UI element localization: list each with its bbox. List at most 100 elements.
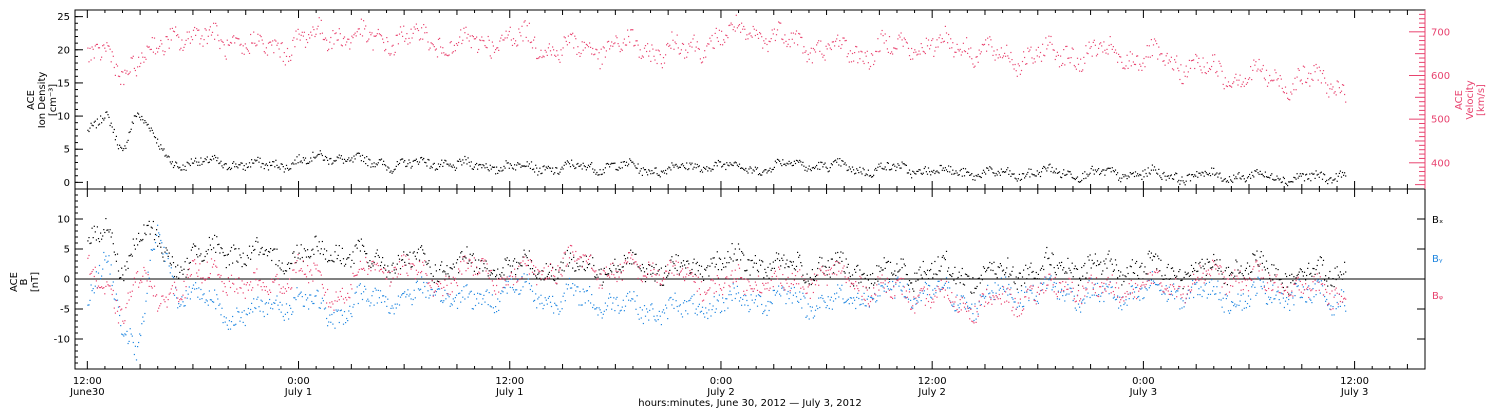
bottom-series-by-point bbox=[988, 293, 989, 294]
top-series-pink-point bbox=[558, 59, 559, 60]
top-series-black-point bbox=[999, 172, 1000, 173]
top-series-pink-point bbox=[638, 45, 639, 46]
top-series-pink-point bbox=[1127, 55, 1128, 56]
top-series-pink-point bbox=[868, 62, 869, 63]
bottom-series-bx-point bbox=[746, 270, 747, 271]
top-series-pink-point bbox=[702, 61, 703, 62]
bottom-series-by-point bbox=[428, 297, 429, 298]
top-series-black-point bbox=[213, 158, 214, 159]
top-series-pink-point bbox=[805, 50, 806, 51]
top-series-black-point bbox=[1158, 169, 1159, 170]
top-series-black-point bbox=[1233, 175, 1234, 176]
top-series-black-point bbox=[1267, 177, 1268, 178]
top-series-black-point bbox=[890, 169, 891, 170]
bottom-series-bx-point bbox=[111, 236, 112, 237]
bottom-series-by-point bbox=[358, 303, 359, 304]
bottom-series-by-point bbox=[209, 290, 210, 291]
bottom-series-bx-point bbox=[720, 259, 721, 260]
top-series-pink-point bbox=[1093, 42, 1094, 43]
top-series-pink-point bbox=[600, 68, 601, 69]
top-series-black-point bbox=[95, 121, 96, 122]
bottom-series-by-point bbox=[486, 291, 487, 292]
top-series-black-point bbox=[604, 172, 605, 173]
top-series-black-point bbox=[623, 161, 624, 162]
top-series-black-point bbox=[157, 139, 158, 140]
bottom-series-by-point bbox=[1000, 288, 1001, 289]
top-series-pink-point bbox=[290, 60, 291, 61]
top-series-black-point bbox=[1127, 178, 1128, 179]
bottom-series-by-point bbox=[615, 299, 616, 300]
top-series-black-point bbox=[374, 162, 375, 163]
top-series-pink-point bbox=[384, 50, 385, 51]
top-series-pink-point bbox=[706, 45, 707, 46]
bottom-series-by-point bbox=[758, 294, 759, 295]
top-series-pink-point bbox=[721, 31, 722, 32]
top-series-black-point bbox=[1089, 174, 1090, 175]
top-series-pink-point bbox=[153, 52, 154, 53]
bottom-series-bx-point bbox=[1048, 258, 1049, 259]
top-series-pink-point bbox=[449, 54, 450, 55]
bottom-series-bx-point bbox=[1214, 260, 1215, 261]
bottom-series-by-point bbox=[266, 302, 267, 303]
bottom-series-by-point bbox=[1064, 300, 1065, 301]
top-series-black-point bbox=[202, 161, 203, 162]
top-series-black-point bbox=[1067, 171, 1068, 172]
top-series-black-point bbox=[371, 163, 372, 164]
bottom-series-bx-point bbox=[840, 251, 841, 252]
bottom-series-bx-point bbox=[1200, 267, 1201, 268]
bottom-series-bx-point bbox=[1319, 273, 1320, 274]
bottom-series-by-point bbox=[696, 309, 697, 310]
top-series-black-point bbox=[257, 157, 258, 158]
top-series-black-point bbox=[1343, 175, 1344, 176]
bottom-series-by-point bbox=[779, 294, 780, 295]
bottom-series-bx-point bbox=[1341, 274, 1342, 275]
bottom-series-bx-point bbox=[342, 248, 343, 249]
bottom-series-bx-point bbox=[407, 255, 408, 256]
top-series-black-point bbox=[1250, 178, 1251, 179]
top-series-pink-point bbox=[700, 58, 701, 59]
bottom-series-bx-point bbox=[606, 274, 607, 275]
bottom-series-by-point bbox=[337, 311, 338, 312]
bottom-series-bx-point bbox=[778, 253, 779, 254]
bottom-series-by-point bbox=[583, 289, 584, 290]
top-series-black-point bbox=[1054, 171, 1055, 172]
bottom-series-bx-point bbox=[680, 266, 681, 267]
bottom-series-bx-point bbox=[387, 265, 388, 266]
top-series-pink-point bbox=[282, 42, 283, 43]
top-series-pink-point bbox=[1251, 79, 1252, 80]
top-series-black-point bbox=[600, 169, 601, 170]
bottom-series-by-point bbox=[995, 282, 996, 283]
bottom-series-by-point bbox=[814, 316, 815, 317]
top-series-pink-point bbox=[1137, 55, 1138, 56]
bottom-series-bx-point bbox=[1306, 275, 1307, 276]
bottom-series-by-point bbox=[716, 308, 717, 309]
bottom-series-bx-point bbox=[971, 293, 972, 294]
bottom-series-bx-point bbox=[963, 284, 964, 285]
top-series-black-point bbox=[317, 155, 318, 156]
top-series-black-point bbox=[751, 168, 752, 169]
bottom-series-by-point bbox=[838, 296, 839, 297]
top-series-pink-point bbox=[594, 54, 595, 55]
bottom-series-bx-point bbox=[1197, 271, 1198, 272]
bottom-series-by-point bbox=[999, 290, 1000, 291]
top-series-black-point bbox=[822, 166, 823, 167]
bottom-series-bx-point bbox=[378, 255, 379, 256]
bottom-series-bx-point bbox=[167, 250, 168, 251]
bottom-series-bx-point bbox=[195, 246, 196, 247]
bottom-series-by-point bbox=[654, 319, 655, 320]
top-series-black-point bbox=[607, 163, 608, 164]
bottom-series-by-point bbox=[629, 291, 630, 292]
bottom-series-bx-point bbox=[263, 254, 264, 255]
top-series-pink-point bbox=[1315, 71, 1316, 72]
top-series-pink-point bbox=[886, 40, 887, 41]
bottom-series-by-point bbox=[763, 311, 764, 312]
bottom-series-by-point bbox=[180, 304, 181, 305]
top-series-black-point bbox=[336, 160, 337, 161]
bottom-series-bx-point bbox=[1109, 251, 1110, 252]
bottom-series-by-point bbox=[618, 305, 619, 306]
top-series-pink-point bbox=[974, 66, 975, 67]
bottom-series-bx-point bbox=[402, 259, 403, 260]
bottom-series-by-point bbox=[559, 311, 560, 312]
bottom-series-bx-point bbox=[252, 246, 253, 247]
bottom-series-by-point bbox=[454, 301, 455, 302]
